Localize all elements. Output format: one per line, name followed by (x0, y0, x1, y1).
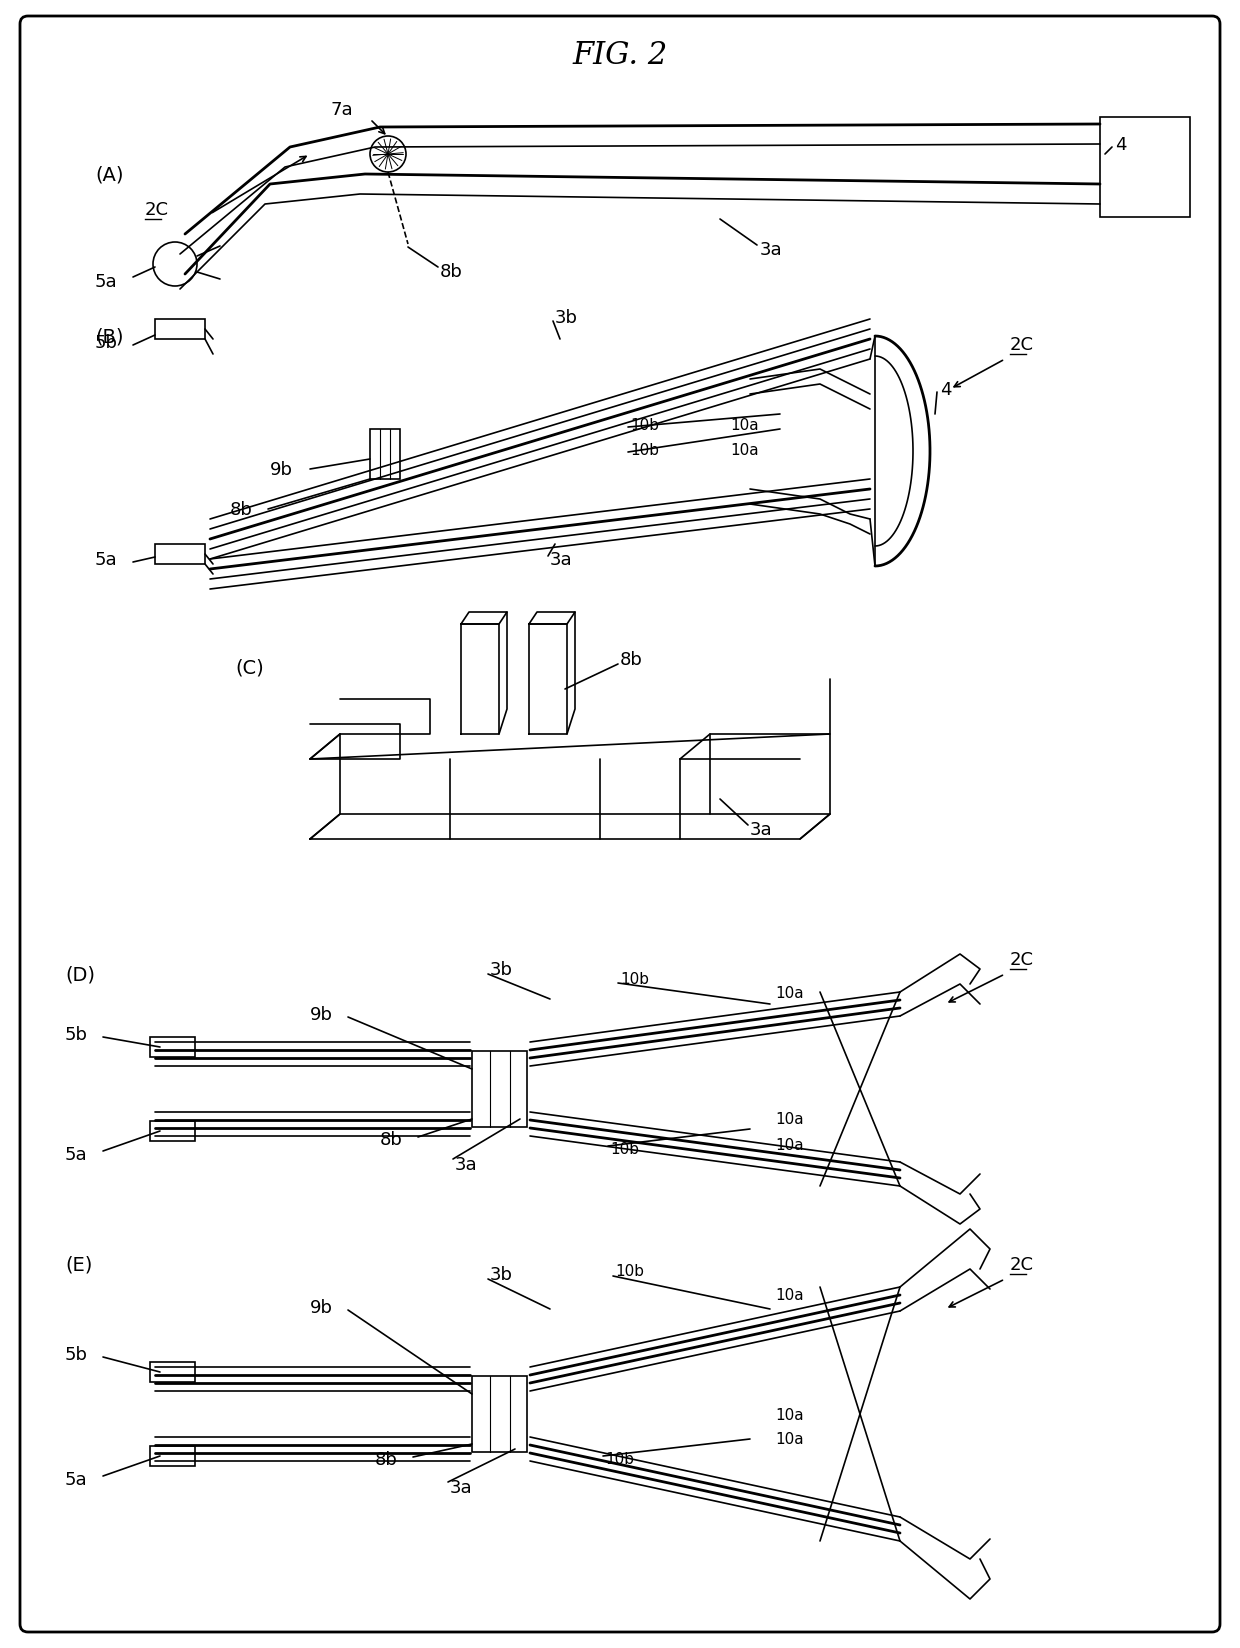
Text: (D): (D) (64, 966, 95, 984)
Text: 5b: 5b (64, 1025, 88, 1043)
Text: 10b: 10b (630, 442, 658, 456)
Text: 10a: 10a (730, 442, 759, 456)
Bar (472, 1051, 527, 1127)
Text: 2C: 2C (1011, 1256, 1034, 1274)
Text: 10a: 10a (775, 1287, 804, 1302)
Text: 9b: 9b (310, 1005, 334, 1023)
Bar (1100, 119, 1190, 218)
Text: 3a: 3a (750, 821, 773, 839)
Text: 10a: 10a (775, 1112, 804, 1127)
Text: 3a: 3a (450, 1478, 472, 1496)
Text: 10b: 10b (630, 417, 658, 432)
Text: 2C: 2C (1011, 951, 1034, 969)
Text: 10b: 10b (605, 1452, 634, 1467)
Text: 10a: 10a (775, 1137, 804, 1152)
Text: 5b: 5b (95, 335, 118, 351)
Text: 10a: 10a (775, 1407, 804, 1422)
Text: (A): (A) (95, 165, 124, 185)
Text: (B): (B) (95, 328, 124, 346)
Bar (150, 1447, 195, 1467)
Circle shape (153, 242, 197, 287)
Text: 7a: 7a (330, 101, 352, 119)
Bar (472, 1376, 527, 1452)
Text: 8b: 8b (440, 262, 463, 280)
Bar (370, 430, 401, 480)
Text: 5a: 5a (95, 274, 118, 290)
Text: 8b: 8b (620, 651, 642, 669)
Text: 5a: 5a (64, 1145, 88, 1163)
Text: 9b: 9b (270, 461, 293, 478)
Bar (155, 545, 205, 565)
Text: 3a: 3a (760, 241, 782, 259)
Text: 10a: 10a (730, 417, 759, 432)
Text: 3a: 3a (455, 1155, 477, 1173)
Text: FIG. 2: FIG. 2 (573, 40, 667, 71)
Text: 8b: 8b (229, 501, 253, 519)
Text: 5a: 5a (64, 1470, 88, 1488)
Text: 2C: 2C (145, 201, 169, 219)
Bar (155, 320, 205, 339)
Text: 5b: 5b (64, 1345, 88, 1363)
Text: 3b: 3b (490, 961, 513, 979)
Text: 3b: 3b (490, 1266, 513, 1284)
Text: 9b: 9b (310, 1299, 334, 1317)
Text: 3b: 3b (556, 308, 578, 326)
Circle shape (370, 137, 405, 173)
Text: 10b: 10b (620, 972, 649, 987)
Text: 5a: 5a (95, 550, 118, 569)
Text: 10b: 10b (615, 1264, 644, 1279)
Bar (150, 1121, 195, 1142)
Text: 10a: 10a (775, 986, 804, 1000)
Text: 3a: 3a (551, 550, 573, 569)
Text: 10a: 10a (775, 1432, 804, 1447)
Text: 2C: 2C (1011, 336, 1034, 354)
Text: (E): (E) (64, 1254, 92, 1274)
Bar (150, 1037, 195, 1058)
Text: (C): (C) (236, 658, 264, 677)
Text: 10b: 10b (610, 1142, 639, 1157)
Text: 8b: 8b (379, 1131, 403, 1149)
Text: 4: 4 (1115, 135, 1126, 153)
Text: 8b: 8b (374, 1450, 398, 1468)
Text: 4: 4 (940, 381, 951, 399)
Bar (150, 1363, 195, 1383)
